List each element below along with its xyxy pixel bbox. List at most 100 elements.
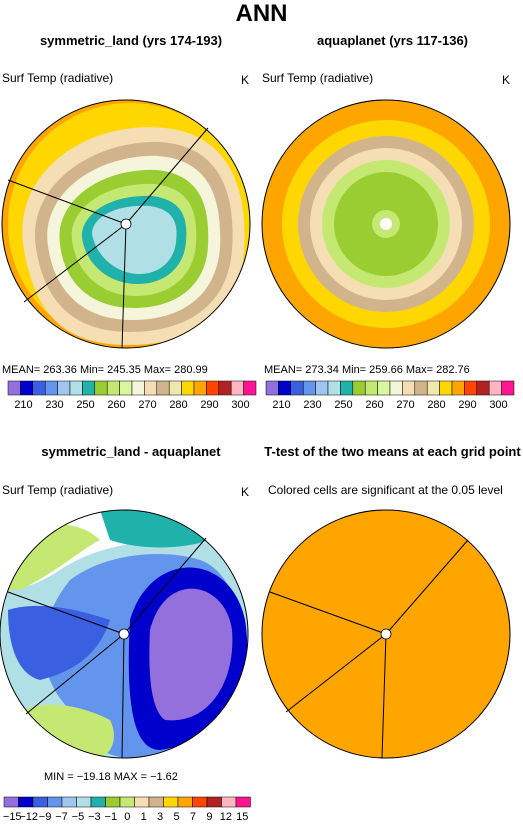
colorbar-tick-label: −3 xyxy=(88,811,101,823)
colorbar-swatch xyxy=(221,796,237,808)
colorbar-tick-label: 290 xyxy=(458,399,476,411)
colorbar-swatch xyxy=(402,380,416,396)
colorbar-swatch xyxy=(20,380,34,396)
colorbar-swatch xyxy=(265,380,279,396)
colorbar-tick-label: 12 xyxy=(220,811,232,823)
colorbar-swatch xyxy=(290,380,304,396)
panel1-stats: MEAN= 263.36 Min= 245.35 Max= 280.99 xyxy=(2,364,208,376)
panel2-stats: MEAN= 273.34 Min= 259.66 Max= 282.76 xyxy=(264,364,470,376)
colorbar-swatch xyxy=(389,380,403,396)
colorbar-swatch xyxy=(230,380,244,396)
colorbar-swatch xyxy=(7,380,21,396)
colorbar-tick-label: 270 xyxy=(396,399,414,411)
colorbar-tick-label: 7 xyxy=(190,811,196,823)
colorbar-tick-label: 3 xyxy=(157,811,163,823)
panel4-map xyxy=(261,509,511,759)
colorbar-tick-label: −9 xyxy=(39,811,52,823)
colorbar-swatch xyxy=(464,380,478,396)
colorbar-swatch xyxy=(439,380,453,396)
colorbar-swatch xyxy=(90,796,106,808)
colorbar-tick-label: −15 xyxy=(3,811,22,823)
colorbar-swatch xyxy=(105,796,121,808)
panel1-map xyxy=(1,99,251,349)
panel4-title: T-test of the two means at each grid poi… xyxy=(264,444,521,459)
colorbar-swatch xyxy=(193,380,207,396)
colorbar-tick-label: 270 xyxy=(138,399,156,411)
colorbar-tick-label: 300 xyxy=(231,399,249,411)
panel2-title: aquaplanet (yrs 117-136) xyxy=(316,33,469,48)
colorbar-swatch xyxy=(414,380,428,396)
panel3-colorbar: −15−12 −9 −7 −5 −3 −1 0 1 3 5 7 9 12 15 xyxy=(3,796,251,823)
colorbar-tick-label: −12 xyxy=(19,811,38,823)
colorbar-swatch xyxy=(44,380,58,396)
colorbar-swatch xyxy=(144,380,158,396)
panel2-colorbar: 210 230 250 260 270 280 290 300 xyxy=(265,380,515,411)
panel2-variable: Surf Temp (radiative) xyxy=(262,71,374,85)
colorbar-tick-label: 250 xyxy=(334,399,352,411)
colorbar-swatch xyxy=(278,380,292,396)
colorbar-swatch xyxy=(235,796,251,808)
colorbar-swatch xyxy=(364,380,378,396)
colorbar-tick-label: 260 xyxy=(365,399,383,411)
colorbar-tick-label: 9 xyxy=(206,811,212,823)
colorbar-swatch xyxy=(134,796,150,808)
colorbar-swatch xyxy=(243,380,257,396)
diff-min xyxy=(149,588,233,721)
panel1-title: symmetric_land (yrs 174-193) xyxy=(39,33,223,48)
panel4-subtitle: Colored cells are significant at the 0.0… xyxy=(268,483,503,497)
colorbar-swatch xyxy=(218,380,232,396)
colorbar-swatch xyxy=(181,380,195,396)
colorbar-swatch xyxy=(163,796,179,808)
colorbar-swatch xyxy=(206,796,222,808)
colorbar-swatch xyxy=(177,796,193,808)
colorbar-swatch xyxy=(340,380,354,396)
colorbar-swatch xyxy=(352,380,366,396)
panel1-colorbar: 210 230 250 260 270 280 290 300 xyxy=(7,380,257,411)
colorbar-swatch xyxy=(119,380,133,396)
colorbar-tick-label: 15 xyxy=(236,811,248,823)
colorbar-tick-label: 1 xyxy=(141,811,147,823)
diff-north xyxy=(100,510,210,548)
colorbar-swatch xyxy=(426,380,440,396)
colorbar-tick-label: 280 xyxy=(427,399,445,411)
colorbar-swatch xyxy=(32,796,48,808)
panel3-units: K xyxy=(241,485,250,499)
colorbar-swatch xyxy=(69,380,83,396)
colorbar-tick-label: 280 xyxy=(169,399,187,411)
colorbar-tick-label: 250 xyxy=(76,399,94,411)
colorbar-swatch xyxy=(206,380,220,396)
band-240 xyxy=(92,205,177,274)
diff-west xyxy=(8,605,110,680)
colorbar-swatch xyxy=(148,796,164,808)
colorbar-swatch xyxy=(82,380,96,396)
colorbar-swatch xyxy=(57,380,71,396)
colorbar-tick-label: 230 xyxy=(45,399,63,411)
colorbar-swatch xyxy=(168,380,182,396)
panel1-units: K xyxy=(241,73,250,87)
panel3-variable: Surf Temp (radiative) xyxy=(2,483,114,497)
colorbar-swatch xyxy=(76,796,92,808)
colorbar-swatch xyxy=(18,796,34,808)
colorbar-tick-label: 210 xyxy=(14,399,32,411)
colorbar-swatch xyxy=(131,380,145,396)
colorbar-tick-label: 230 xyxy=(303,399,321,411)
panel3-map xyxy=(0,509,249,759)
colorbar-tick-label: −1 xyxy=(105,811,118,823)
colorbar-tick-label: 300 xyxy=(489,399,507,411)
colorbar-swatch xyxy=(47,796,63,808)
colorbar-swatch xyxy=(501,380,515,396)
panel2-map xyxy=(261,99,511,349)
colorbar-swatch xyxy=(156,380,170,396)
colorbar-swatch xyxy=(315,380,329,396)
colorbar-swatch xyxy=(327,380,341,396)
colorbar-tick-label: 290 xyxy=(200,399,218,411)
colorbar-tick-label: 0 xyxy=(124,811,130,823)
colorbar-swatch xyxy=(451,380,465,396)
panel3-title: symmetric_land - aquaplanet xyxy=(41,444,221,459)
colorbar-swatch xyxy=(32,380,46,396)
pole xyxy=(380,218,392,230)
colorbar-swatch xyxy=(302,380,316,396)
panel1-variable: Surf Temp (radiative) xyxy=(2,71,114,85)
colorbar-tick-label: 260 xyxy=(107,399,125,411)
colorbar-tick-label: 5 xyxy=(173,811,179,823)
